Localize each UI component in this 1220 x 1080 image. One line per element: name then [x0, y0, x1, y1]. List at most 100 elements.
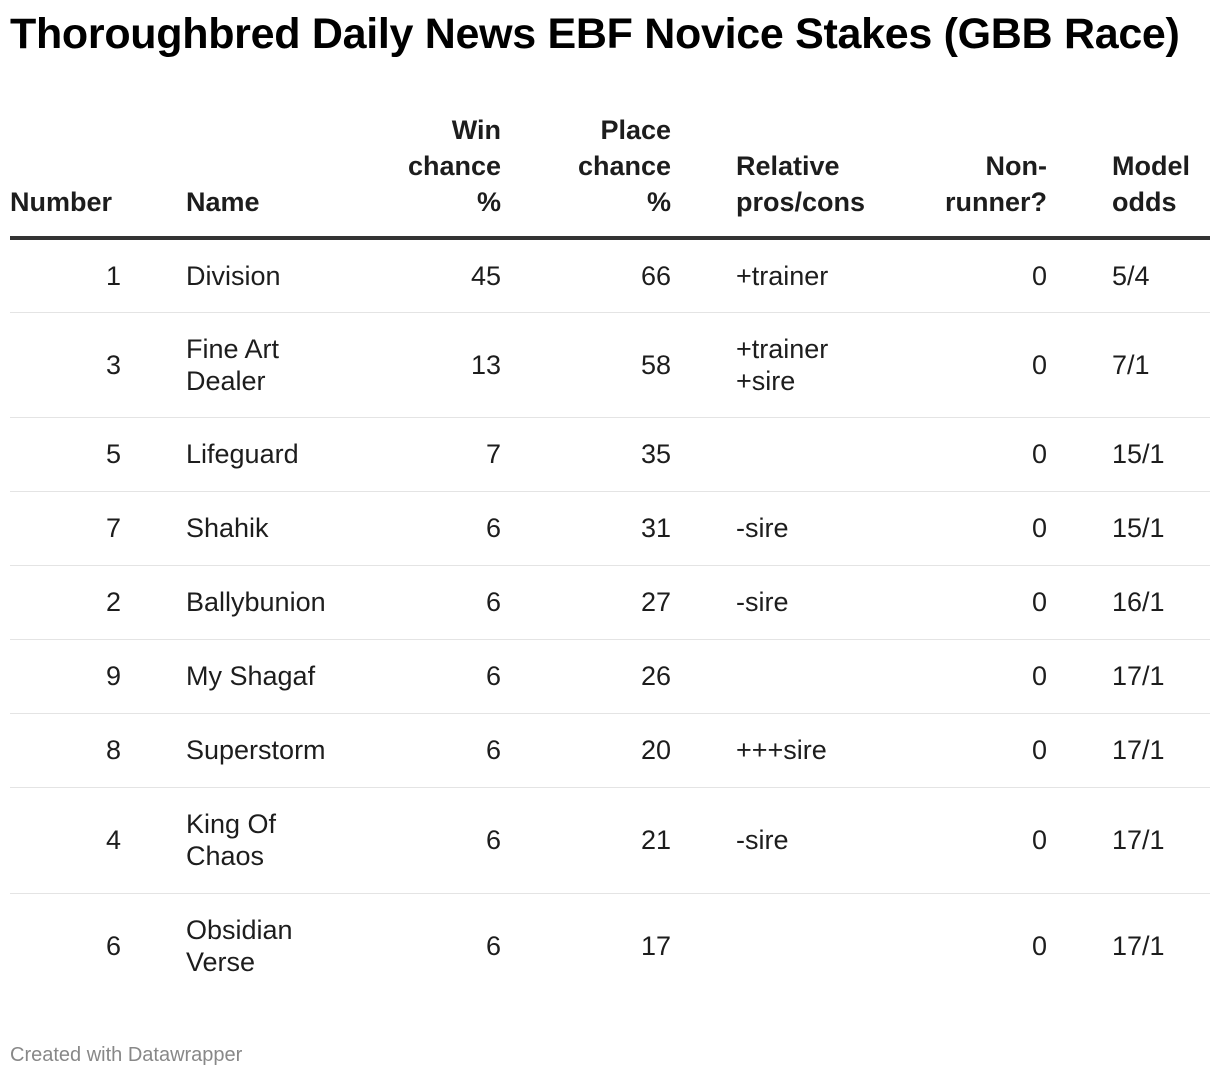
- cell-model-odds: 17/1: [1112, 787, 1210, 894]
- cell-non-runner: 0: [906, 639, 1047, 714]
- cell-number: 7: [10, 491, 121, 566]
- table-row: 7 Shahik 6 31 -sire 0 15/1: [10, 491, 1210, 566]
- cell-relative: [736, 639, 906, 714]
- data-table: Number Name Win chance% Place chance% Rela…: [10, 112, 1210, 999]
- table-row: 4 King Of Chaos 6 21 -sire 0 17/1: [10, 787, 1210, 894]
- cell-number: 5: [10, 417, 121, 492]
- cell-spacer: [121, 565, 186, 640]
- cell-spacer: [1047, 312, 1112, 418]
- cell-spacer: [671, 639, 736, 714]
- table-row: 3 Fine Art Dealer 13 58 +trainer +sire 0 7/1: [10, 312, 1210, 418]
- cell-win-chance: 6: [354, 713, 501, 788]
- cell-place-chance: 35: [501, 417, 671, 492]
- cell-number: 2: [10, 565, 121, 640]
- cell-name: Obsidian Verse: [186, 915, 293, 978]
- cell-win-chance: 7: [354, 417, 501, 492]
- cell-name: My Shagaf: [186, 639, 354, 714]
- cell-non-runner: 0: [906, 491, 1047, 566]
- cell-spacer: [671, 312, 736, 418]
- cell-place-chance: 21: [501, 787, 671, 894]
- cell-win-chance: 45: [354, 238, 501, 313]
- cell-spacer: [1047, 565, 1112, 640]
- column-spacer: [121, 112, 186, 240]
- cell-relative: +++sire: [736, 713, 906, 788]
- cell-non-runner: 0: [906, 238, 1047, 313]
- cell-model-odds: 16/1: [1112, 565, 1210, 640]
- cell-win-chance: 6: [485, 931, 501, 962]
- cell-relative: -sire: [736, 491, 906, 566]
- column-header-non-runner: Non-runner?: [906, 112, 1047, 240]
- column-spacer: [671, 112, 736, 240]
- cell-spacer: [1047, 491, 1112, 566]
- table-row: 9 My Shagaf 6 26 0 17/1: [10, 639, 1210, 714]
- cell-relative: -sire: [736, 787, 906, 894]
- cell-spacer: [671, 565, 736, 640]
- cell-spacer: [671, 417, 736, 492]
- cell-spacer: [121, 417, 186, 492]
- cell-win-chance: 6: [354, 491, 501, 566]
- table-row: 2 Ballybunion 6 27 -sire 0 16/1: [10, 565, 1210, 640]
- column-header-model-odds: Model odds: [1112, 112, 1210, 240]
- cell-relative: [736, 417, 906, 492]
- column-spacer: [1047, 112, 1112, 240]
- cell-number: 3: [10, 312, 121, 418]
- cell-name: Superstorm: [186, 713, 354, 788]
- cell-win-chance: 6: [354, 639, 501, 714]
- cell-name: Division: [186, 238, 354, 313]
- cell-number: 6: [105, 931, 121, 962]
- header-row: Number Name Win chance% Place chance% Rela…: [10, 112, 1210, 240]
- cell-spacer: [121, 893, 186, 999]
- cell-spacer: [121, 787, 186, 894]
- footer-credit: Created with Datawrapper: [10, 1044, 243, 1066]
- cell-place-chance: 66: [501, 238, 671, 313]
- column-header-win-chance: Win chance%: [354, 112, 501, 240]
- cell-model-odds: 15/1: [1112, 417, 1210, 492]
- cell-non-runner: 0: [906, 713, 1047, 788]
- cell-win-chance: 6: [354, 787, 501, 894]
- cell-name: Shahik: [186, 491, 354, 566]
- cell-model-odds: 17/1: [1112, 931, 1165, 962]
- cell-relative: +trainer +sire: [736, 312, 906, 418]
- cell-spacer: [671, 238, 736, 313]
- cell-model-odds: 17/1: [1112, 713, 1210, 788]
- column-header-number: Number: [10, 112, 121, 240]
- cell-model-odds: 15/1: [1112, 491, 1210, 566]
- cell-spacer: [1047, 787, 1112, 894]
- cell-spacer: [671, 893, 736, 999]
- cell-model-odds: 7/1: [1112, 312, 1210, 418]
- cell-name: King Of Chaos: [186, 787, 354, 894]
- cell-name: Lifeguard: [186, 417, 354, 492]
- cell-number: 1: [10, 238, 121, 313]
- table-row: 1 Division 45 66 +trainer 0 5/4: [10, 238, 1210, 313]
- cell-model-odds: 17/1: [1112, 639, 1210, 714]
- cell-non-runner: 0: [906, 312, 1047, 418]
- cell-place-chance: 17: [640, 931, 671, 962]
- cell-spacer: [671, 787, 736, 894]
- cell-spacer: [671, 713, 736, 788]
- page-title: Thoroughbred Daily News EBF Novice Stake…: [10, 10, 1180, 58]
- cell-spacer: [121, 639, 186, 714]
- cell-spacer: [1047, 639, 1112, 714]
- cell-number: 9: [10, 639, 121, 714]
- cell-spacer: [121, 713, 186, 788]
- table-body: 1 Division 45 66 +trainer 0 5/4 3 Fine Art Dealer…: [10, 238, 1210, 999]
- cell-spacer: [1047, 417, 1112, 492]
- cell-non-runner: 0: [1031, 931, 1047, 962]
- column-header-name: Name: [186, 112, 354, 240]
- cell-spacer: [121, 312, 186, 418]
- cell-non-runner: 0: [906, 787, 1047, 894]
- column-header-relative: Relative pros/cons: [736, 112, 906, 240]
- cell-spacer: [671, 491, 736, 566]
- table-row: 8 Superstorm 6 20 +++sire 0 17/1: [10, 713, 1210, 788]
- table-row: 6 Obsidian Verse 6 17 0 17/1: [10, 893, 1210, 999]
- cell-place-chance: 20: [501, 713, 671, 788]
- cell-spacer: [121, 491, 186, 566]
- cell-relative: -sire: [736, 565, 906, 640]
- cell-win-chance: 6: [354, 565, 501, 640]
- cell-spacer: [1047, 713, 1112, 788]
- cell-relative: +trainer: [736, 238, 906, 313]
- cell-model-odds: 5/4: [1112, 238, 1210, 313]
- cell-number: 4: [10, 787, 121, 894]
- cell-name: Fine Art Dealer: [186, 312, 354, 418]
- cell-spacer: [1047, 238, 1112, 313]
